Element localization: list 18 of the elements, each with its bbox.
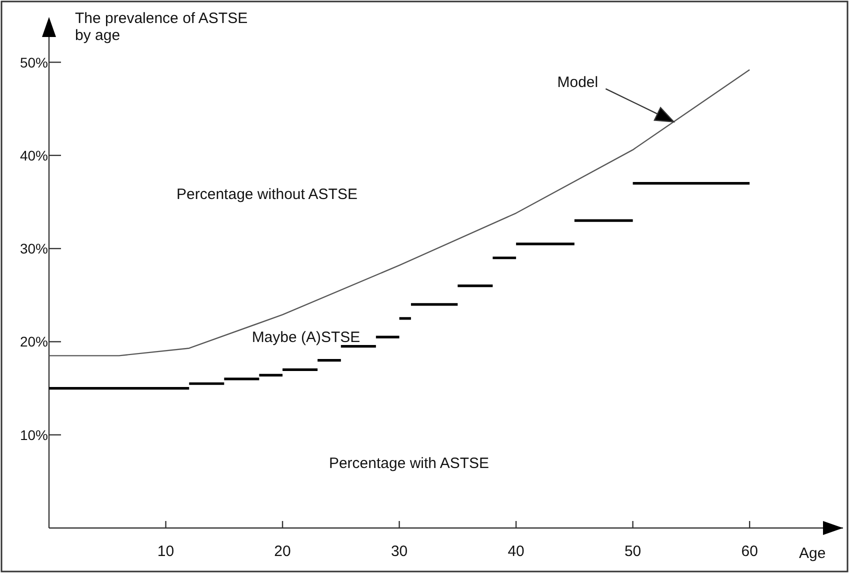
y-tick-label: 50%: [20, 54, 48, 70]
line-series: [48, 69, 750, 356]
x-tick-label: 20: [274, 543, 291, 560]
annotation: Percentage without ASTSE: [176, 186, 358, 203]
text: Model: [557, 74, 598, 91]
x-axis-title: Age: [799, 545, 826, 562]
x-tick-label: 10: [157, 543, 174, 560]
y-tick-label: 20%: [20, 334, 48, 350]
y-axis-title: The prevalence of ASTSE by age: [75, 10, 248, 44]
x-tick-label: 40: [508, 543, 524, 560]
x-tick-label: 30: [390, 543, 408, 560]
y-tick-label: 40%: [20, 147, 48, 164]
annotation: Maybe (A)STSE: [252, 329, 360, 346]
annotation: Percentage with ASTSE: [328, 455, 490, 472]
x-tick-label: 50: [624, 543, 642, 560]
y-tick-label: 30%: [20, 240, 48, 257]
x-tick-label: 60: [741, 543, 758, 560]
y-tick-label: 10%: [20, 426, 48, 443]
